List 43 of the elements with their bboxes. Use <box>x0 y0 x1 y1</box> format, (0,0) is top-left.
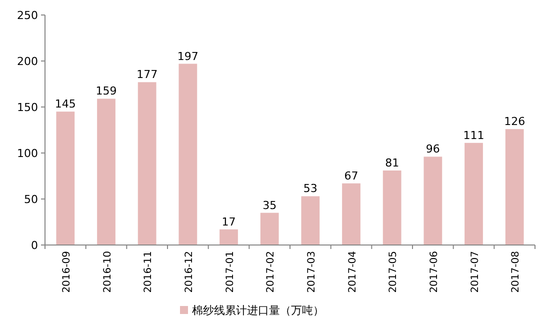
bar <box>342 183 360 245</box>
bar <box>260 212 279 245</box>
x-tick-label: 2017-02 <box>266 251 277 293</box>
y-tick-label: 200 <box>17 55 38 68</box>
x-tick-label: 2016-11 <box>143 251 154 293</box>
y-tick-label: 100 <box>17 147 38 160</box>
data-label: 17 <box>222 215 236 228</box>
bar <box>464 142 483 245</box>
data-label: 111 <box>463 128 484 142</box>
y-tick-label: 50 <box>24 193 38 206</box>
data-label: 67 <box>344 169 358 182</box>
data-label: 53 <box>303 182 318 196</box>
data-label: 197 <box>177 50 198 63</box>
bar <box>505 129 524 245</box>
x-tick-label: 2017-01 <box>224 251 236 293</box>
data-label: 35 <box>262 198 277 212</box>
bar <box>382 170 402 245</box>
data-label: 81 <box>385 156 400 170</box>
x-tick-label: 2017-03 <box>306 251 318 293</box>
bar <box>424 156 442 245</box>
x-tick-label: 2016-12 <box>184 251 195 293</box>
data-label: 159 <box>96 84 117 98</box>
bar <box>301 196 320 245</box>
x-tick-label: 2017-07 <box>470 251 481 293</box>
bar <box>178 64 198 245</box>
x-tick-label: 2016-09 <box>61 251 72 293</box>
y-tick-label: 250 <box>17 9 38 22</box>
bar <box>56 112 75 245</box>
y-tick-label: 0 <box>31 239 38 252</box>
legend-label: 棉纱线累计进口量（万吨） <box>192 304 324 317</box>
data-label: 145 <box>54 98 76 111</box>
data-label: 126 <box>504 115 526 128</box>
bar <box>138 82 156 245</box>
x-tick-label: 2017-04 <box>347 251 358 293</box>
x-tick-label: 2017-06 <box>428 251 440 293</box>
bar <box>97 98 116 245</box>
x-tick-label: 2017-05 <box>388 251 400 293</box>
y-tick-label: 150 <box>17 101 38 114</box>
data-label: 177 <box>136 68 158 82</box>
x-tick-label: 2016-10 <box>102 251 114 293</box>
bar <box>220 229 238 245</box>
x-tick-label: 2017-08 <box>510 251 522 293</box>
data-label: 96 <box>426 142 440 156</box>
